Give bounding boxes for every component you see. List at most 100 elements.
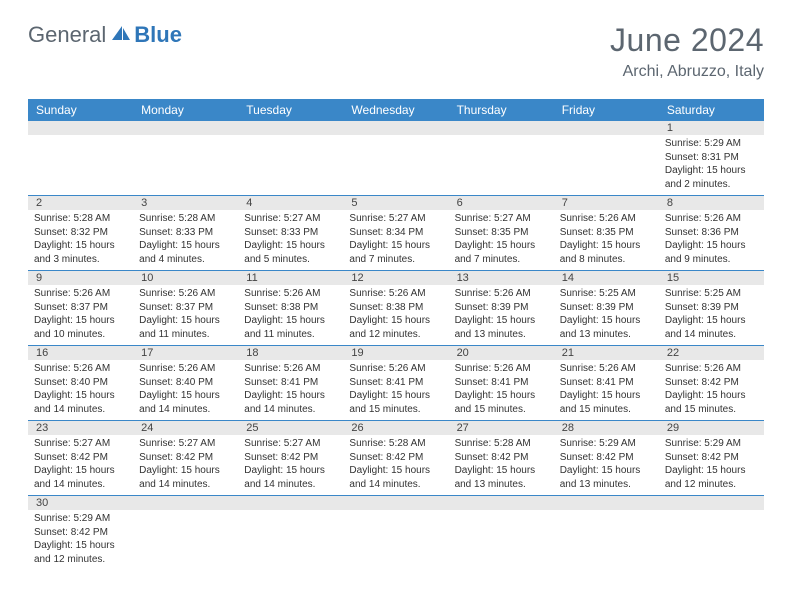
day-num-row: 1 [28, 121, 764, 135]
day-number: 11 [238, 271, 343, 285]
day-data-row: Sunrise: 5:29 AMSunset: 8:31 PMDaylight:… [28, 135, 764, 195]
day-data [133, 135, 238, 195]
day-data: Sunrise: 5:25 AMSunset: 8:39 PMDaylight:… [554, 285, 659, 345]
day-data-row: Sunrise: 5:27 AMSunset: 8:42 PMDaylight:… [28, 435, 764, 495]
day-number: 15 [659, 271, 764, 285]
day-header-wed: Wednesday [343, 99, 448, 121]
day-data: Sunrise: 5:26 AMSunset: 8:41 PMDaylight:… [343, 360, 448, 420]
day-num-row: 2345678 [28, 196, 764, 210]
day-number: 8 [659, 196, 764, 210]
day-data: Sunrise: 5:28 AMSunset: 8:42 PMDaylight:… [343, 435, 448, 495]
day-number [238, 496, 343, 510]
day-data: Sunrise: 5:27 AMSunset: 8:42 PMDaylight:… [28, 435, 133, 495]
day-number: 13 [449, 271, 554, 285]
day-data [238, 135, 343, 195]
day-number: 20 [449, 346, 554, 360]
day-number: 9 [28, 271, 133, 285]
day-data: Sunrise: 5:26 AMSunset: 8:41 PMDaylight:… [449, 360, 554, 420]
day-data: Sunrise: 5:28 AMSunset: 8:42 PMDaylight:… [449, 435, 554, 495]
day-data: Sunrise: 5:26 AMSunset: 8:38 PMDaylight:… [343, 285, 448, 345]
day-data: Sunrise: 5:27 AMSunset: 8:42 PMDaylight:… [133, 435, 238, 495]
day-number: 10 [133, 271, 238, 285]
day-data: Sunrise: 5:29 AMSunset: 8:31 PMDaylight:… [659, 135, 764, 195]
day-number [28, 121, 133, 135]
day-number: 3 [133, 196, 238, 210]
day-number: 23 [28, 421, 133, 435]
day-data: Sunrise: 5:26 AMSunset: 8:41 PMDaylight:… [238, 360, 343, 420]
day-data: Sunrise: 5:27 AMSunset: 8:35 PMDaylight:… [449, 210, 554, 270]
day-number: 30 [28, 496, 133, 510]
day-num-row: 9101112131415 [28, 271, 764, 285]
day-number: 26 [343, 421, 448, 435]
day-data-row: Sunrise: 5:26 AMSunset: 8:40 PMDaylight:… [28, 360, 764, 420]
day-number [343, 121, 448, 135]
day-data: Sunrise: 5:26 AMSunset: 8:37 PMDaylight:… [28, 285, 133, 345]
day-number: 6 [449, 196, 554, 210]
day-number: 12 [343, 271, 448, 285]
month-title: June 2024 [610, 22, 764, 59]
day-header-tue: Tuesday [238, 99, 343, 121]
day-data: Sunrise: 5:29 AMSunset: 8:42 PMDaylight:… [554, 435, 659, 495]
day-number [659, 496, 764, 510]
header: General Blue June 2024 Archi, Abruzzo, I… [28, 22, 764, 81]
calendar: Sunday Monday Tuesday Wednesday Thursday… [28, 99, 764, 570]
day-number: 1 [659, 121, 764, 135]
day-number [133, 121, 238, 135]
day-data: Sunrise: 5:26 AMSunset: 8:39 PMDaylight:… [449, 285, 554, 345]
day-number: 18 [238, 346, 343, 360]
day-number: 7 [554, 196, 659, 210]
day-number: 22 [659, 346, 764, 360]
day-number: 5 [343, 196, 448, 210]
day-number [238, 121, 343, 135]
day-header-row: Sunday Monday Tuesday Wednesday Thursday… [28, 99, 764, 121]
day-data [449, 135, 554, 195]
day-number [133, 496, 238, 510]
day-data [238, 510, 343, 570]
day-number [343, 496, 448, 510]
day-number: 2 [28, 196, 133, 210]
day-num-row: 23242526272829 [28, 421, 764, 435]
day-data: Sunrise: 5:26 AMSunset: 8:41 PMDaylight:… [554, 360, 659, 420]
week-block: 9101112131415Sunrise: 5:26 AMSunset: 8:3… [28, 271, 764, 346]
day-number: 24 [133, 421, 238, 435]
day-data: Sunrise: 5:27 AMSunset: 8:33 PMDaylight:… [238, 210, 343, 270]
day-number [449, 496, 554, 510]
logo: General Blue [28, 22, 182, 48]
week-block: 30Sunrise: 5:29 AMSunset: 8:42 PMDayligh… [28, 496, 764, 570]
day-data: Sunrise: 5:27 AMSunset: 8:34 PMDaylight:… [343, 210, 448, 270]
day-data-row: Sunrise: 5:28 AMSunset: 8:32 PMDaylight:… [28, 210, 764, 270]
weeks-container: 1Sunrise: 5:29 AMSunset: 8:31 PMDaylight… [28, 121, 764, 570]
day-data [554, 510, 659, 570]
day-data [28, 135, 133, 195]
day-num-row: 30 [28, 496, 764, 510]
day-data: Sunrise: 5:28 AMSunset: 8:33 PMDaylight:… [133, 210, 238, 270]
day-number [554, 121, 659, 135]
day-number: 16 [28, 346, 133, 360]
day-data: Sunrise: 5:26 AMSunset: 8:37 PMDaylight:… [133, 285, 238, 345]
day-number: 14 [554, 271, 659, 285]
day-data: Sunrise: 5:26 AMSunset: 8:40 PMDaylight:… [133, 360, 238, 420]
day-header-fri: Friday [554, 99, 659, 121]
week-block: 2345678Sunrise: 5:28 AMSunset: 8:32 PMDa… [28, 196, 764, 271]
week-block: 23242526272829Sunrise: 5:27 AMSunset: 8:… [28, 421, 764, 496]
location: Archi, Abruzzo, Italy [610, 63, 764, 81]
day-data [343, 510, 448, 570]
day-number: 27 [449, 421, 554, 435]
day-data: Sunrise: 5:26 AMSunset: 8:42 PMDaylight:… [659, 360, 764, 420]
day-data [133, 510, 238, 570]
day-header-mon: Monday [133, 99, 238, 121]
day-number: 19 [343, 346, 448, 360]
day-data-row: Sunrise: 5:29 AMSunset: 8:42 PMDaylight:… [28, 510, 764, 570]
day-number: 4 [238, 196, 343, 210]
day-num-row: 16171819202122 [28, 346, 764, 360]
day-data: Sunrise: 5:26 AMSunset: 8:40 PMDaylight:… [28, 360, 133, 420]
day-header-sat: Saturday [659, 99, 764, 121]
day-number: 29 [659, 421, 764, 435]
day-header-thu: Thursday [449, 99, 554, 121]
day-data: Sunrise: 5:26 AMSunset: 8:36 PMDaylight:… [659, 210, 764, 270]
title-block: June 2024 Archi, Abruzzo, Italy [610, 22, 764, 81]
day-data: Sunrise: 5:25 AMSunset: 8:39 PMDaylight:… [659, 285, 764, 345]
day-number: 28 [554, 421, 659, 435]
day-data [554, 135, 659, 195]
day-data: Sunrise: 5:26 AMSunset: 8:35 PMDaylight:… [554, 210, 659, 270]
